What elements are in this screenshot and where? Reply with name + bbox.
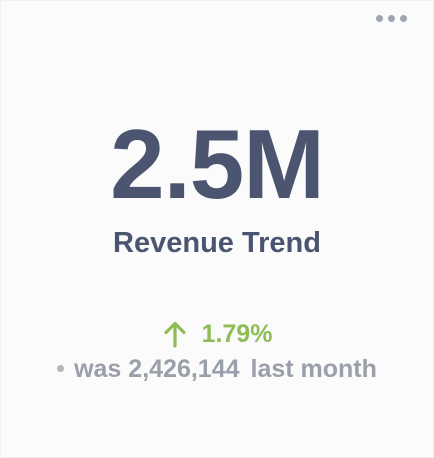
menu-dot — [387, 14, 395, 22]
comparison-period: last month — [250, 355, 377, 383]
menu-dot — [375, 14, 383, 22]
change-indicator: 1.79% — [1, 319, 433, 349]
previous-value: 2,426,144 — [128, 355, 240, 383]
comparison-text: was 2,426,144 last month — [1, 353, 433, 385]
bullet-icon — [57, 364, 65, 372]
kpi-title: Revenue Trend — [113, 227, 321, 259]
comparison-prefix: was — [74, 355, 122, 383]
more-options-button[interactable] — [371, 9, 411, 27]
arrow-up-icon — [163, 321, 186, 348]
kpi-value: 2.5M — [110, 109, 325, 219]
change-percent: 1.79% — [201, 320, 273, 348]
menu-dot — [399, 14, 407, 22]
